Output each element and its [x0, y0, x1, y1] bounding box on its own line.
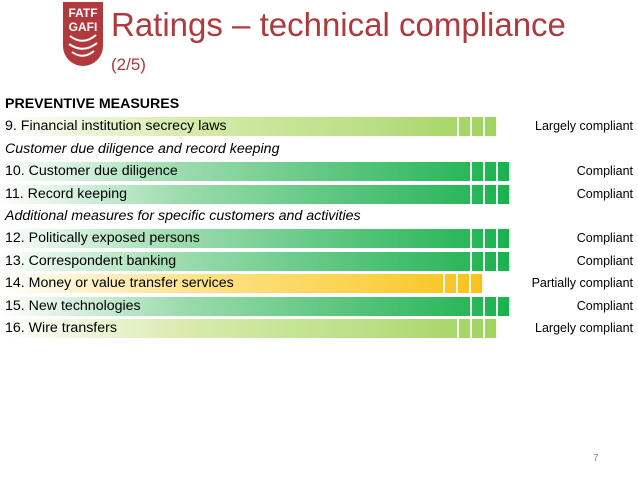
rating-value: Compliant: [576, 164, 633, 179]
rating-bar-compliant: [0, 296, 511, 316]
row-r12-politically-exposed: 12. Politically exposed persons Complian…: [0, 227, 638, 249]
rating-value: Partially compliant: [531, 276, 633, 291]
row-label: Customer due diligence and record keepin…: [5, 140, 280, 157]
rating-value: Compliant: [576, 231, 633, 246]
rating-bar-compliant: [0, 251, 511, 271]
row-label: 13. Correspondent banking: [5, 252, 177, 269]
row-label: PREVENTIVE MEASURES: [5, 96, 180, 112]
fatf-gafi-logo: FATF GAFI: [63, 2, 103, 70]
rating-value: Compliant: [576, 253, 633, 268]
slide-title: Ratings – technical compliance: [111, 6, 566, 43]
row-label: 10. Customer due diligence: [5, 163, 178, 180]
slide-subtitle: (2/5): [111, 55, 146, 74]
row-r10-customer-due-diligence: 10. Customer due diligence Compliant: [0, 160, 638, 182]
rating-bar-largely-compliant: [0, 318, 498, 338]
rating-bar-largely-compliant: [0, 117, 498, 137]
rating-value: Compliant: [576, 298, 633, 313]
row-r11-record-keeping: 11. Record keeping Compliant: [0, 183, 638, 205]
ratings-table: PREVENTIVE MEASURES 9. Financial institu…: [0, 93, 638, 339]
svg-text:GAFI: GAFI: [69, 20, 98, 34]
rating-bar-compliant: [0, 229, 511, 249]
row-label: 16. Wire transfers: [5, 319, 117, 336]
row-label: 14. Money or value transfer services: [5, 275, 234, 292]
row-label: 15. New technologies: [5, 297, 141, 314]
row-label: 11. Record keeping: [5, 185, 127, 202]
row-r9-financial-secrecy: 9. Financial institution secrecy laws La…: [0, 115, 638, 137]
rating-value: Largely compliant: [535, 320, 633, 335]
rating-bar-compliant: [0, 184, 511, 204]
row-r14-money-value-transfer: 14. Money or value transfer services Par…: [0, 272, 638, 294]
rating-bar-partially-compliant: [0, 274, 484, 294]
row-additional-measures-section-header: Additional measures for specific custome…: [0, 205, 638, 227]
rating-bar-compliant: [0, 162, 511, 182]
row-label: Additional measures for specific custome…: [5, 207, 361, 224]
row-r15-new-technologies: 15. New technologies Compliant: [0, 295, 638, 317]
row-cdd-section-header: Customer due diligence and record keepin…: [0, 138, 638, 160]
page-number: 7: [593, 453, 599, 464]
row-label: 12. Politically exposed persons: [5, 230, 200, 247]
row-r13-correspondent-banking: 13. Correspondent banking Compliant: [0, 250, 638, 272]
row-label: 9. Financial institution secrecy laws: [5, 118, 227, 135]
svg-text:FATF: FATF: [68, 6, 97, 20]
rating-value: Compliant: [576, 186, 633, 201]
row-r16-wire-transfers: 16. Wire transfers Largely compliant: [0, 317, 638, 339]
row-preventive-measures-header: PREVENTIVE MEASURES: [0, 93, 638, 115]
rating-value: Largely compliant: [535, 119, 633, 134]
